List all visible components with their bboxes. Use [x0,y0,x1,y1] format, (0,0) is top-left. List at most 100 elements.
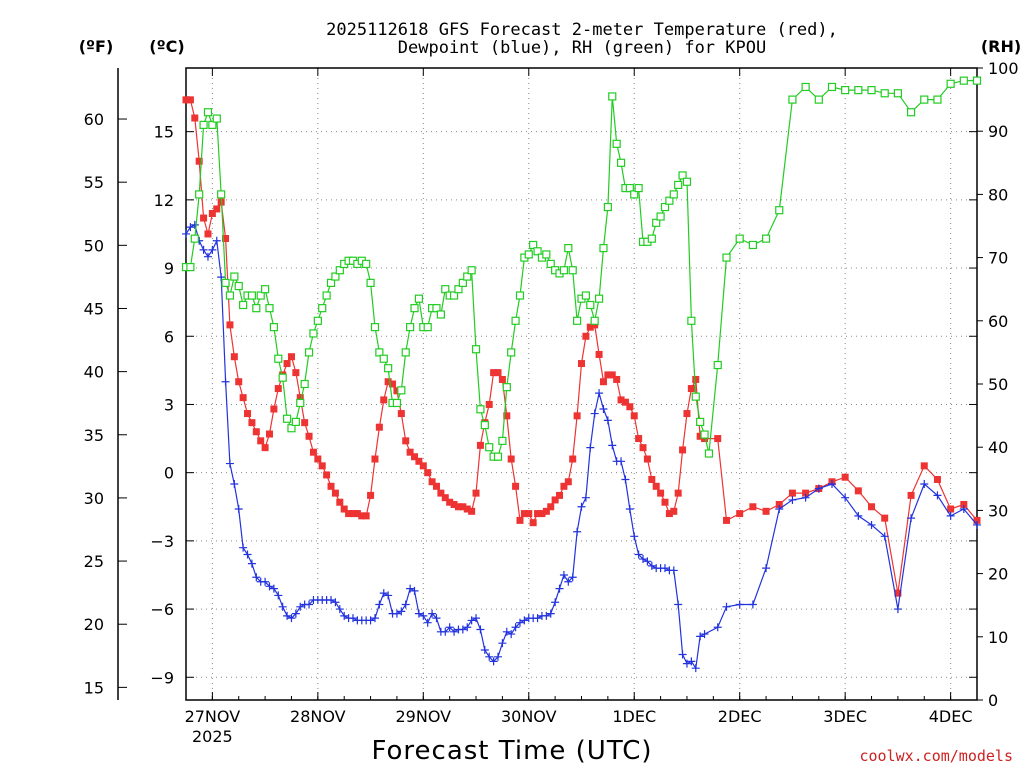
dewpoint-point [252,573,261,582]
dewpoint-point [973,520,981,529]
dewpoint-point [375,600,384,609]
temperature-point [648,475,656,483]
temperature-point [657,489,665,497]
temperature-point [564,478,572,486]
temperature-point [762,507,770,515]
rh-point [722,253,731,262]
temperature-point [274,385,282,393]
temperature-point [248,419,256,427]
gridlines [186,68,977,700]
dewpoint-point [401,600,410,609]
temperature-point [520,510,528,518]
rh-point [630,190,639,199]
rh-point [507,348,516,357]
rh-point [318,304,327,313]
dewpoint-point [696,632,705,641]
temperature-point [389,380,397,388]
temperature-point [617,396,625,404]
fahrenheit-tick-label: 60 [84,110,104,129]
dewpoint-point [432,614,441,623]
rh-point [502,383,511,392]
temperature-point [512,482,520,490]
temperature-point [270,405,278,413]
temperature-point [261,444,269,452]
dewpoint-point [269,584,278,593]
rh-point [788,95,797,104]
dewpoint-point [445,623,454,632]
temperature-point [296,394,304,402]
temperature-point [349,510,357,518]
temperature-point [393,387,401,395]
rh-point [221,278,230,287]
rh-point [225,291,235,300]
dewpoint-point [748,600,757,609]
temperature-point [459,503,467,511]
temperature-point [463,505,471,513]
fahrenheit-unit-label: (ºF) [79,37,114,56]
rh-point [313,316,322,325]
dewpoint-point [546,609,555,618]
dewpoint-point [700,630,709,639]
rh-point [590,316,599,325]
rh-unit-label: (RH) [981,37,1021,56]
rh-point [616,158,626,167]
dewpoint-point [331,598,340,607]
temperature-point [222,235,230,243]
rh-tick-label: 0 [988,691,998,710]
temperature-point [454,503,462,511]
temperature-point [665,510,673,518]
rh-point [436,310,445,319]
temperature-point [749,503,757,511]
dewpoint-point [441,627,450,636]
rh-point [261,285,270,294]
dewpoint-point [573,527,582,536]
temperature-point [608,371,616,379]
rh-point [493,452,503,461]
temperature-point [894,589,902,597]
temperature-point [358,512,366,520]
dewpoint-point [190,220,199,229]
temperature-point [854,487,862,495]
temperature-point [841,473,849,481]
dewpoint-point [327,595,336,604]
dewpoint-point [265,582,274,591]
temperature-point [213,205,221,213]
rh-point [217,190,226,199]
celsius-tick-label: 15 [154,123,174,142]
dewpoint-point [533,614,542,623]
rh-point [669,190,678,199]
dewpoint-point [674,600,683,609]
dewpoint-point [305,600,314,609]
rh-point [568,266,577,275]
dewpoint-point [581,493,590,502]
rh-tick-label: 20 [988,565,1008,584]
dewpoint-point [621,475,630,484]
temperature-point [432,482,440,490]
dewpoint-point [608,441,617,450]
dewpoint-point [199,245,208,254]
rh-point [463,272,472,281]
celsius-tick-label: 3 [164,395,174,414]
rh-point [471,345,481,354]
rh-tick-label: 100 [988,59,1019,78]
rh-point [375,348,384,357]
temperature-point [599,378,607,386]
rh-point [511,316,520,325]
temperature-point [362,512,370,520]
rh-point [212,114,221,123]
rh-point [269,323,278,332]
rh-point [366,278,375,287]
rh-point [573,316,582,325]
temperature-point [692,375,700,383]
temperature-point [244,410,252,418]
credit-text: coolwx.com/models [859,747,1013,765]
temperature-point [446,498,454,506]
fahrenheit-tick-label: 30 [84,489,104,508]
temperature-point [252,428,260,436]
rh-tick-label: 80 [988,185,1008,204]
temperature-point [367,491,375,499]
rh-point [449,291,459,300]
rh-point [546,259,555,269]
dewpoint-point [221,377,230,386]
dewpoint-point [682,659,691,668]
